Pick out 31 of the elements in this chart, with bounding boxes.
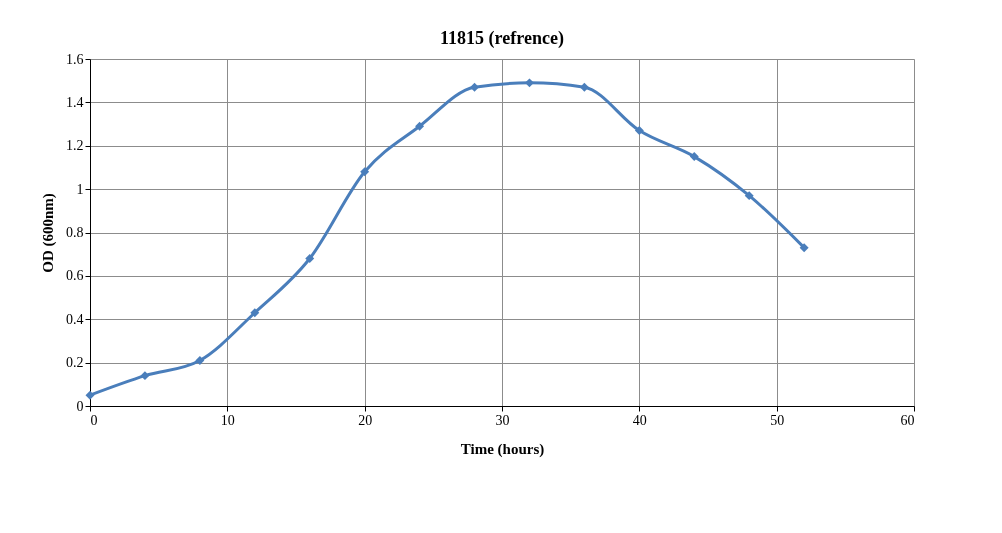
y-tick-label: 0 xyxy=(76,398,84,414)
x-tick-label: 30 xyxy=(495,412,510,428)
point xyxy=(799,243,809,253)
point xyxy=(634,126,644,136)
point xyxy=(305,254,315,263)
y-tick-label: 1 xyxy=(76,181,84,197)
y-tick-label: 1.6 xyxy=(66,51,84,67)
y-tick-label: 0.6 xyxy=(66,268,84,284)
point xyxy=(415,121,425,131)
point xyxy=(85,390,95,400)
y-tick-label: 0.2 xyxy=(66,355,84,371)
point xyxy=(195,355,205,365)
point xyxy=(689,152,699,162)
y-axis-title: OD (600nm) xyxy=(40,193,57,273)
x-tick-label: 20 xyxy=(358,412,373,428)
y-tick-label: 1.2 xyxy=(66,138,84,154)
x-axis-title: Time (hours) xyxy=(460,440,545,458)
point xyxy=(140,371,150,381)
x-tick-label: 50 xyxy=(770,412,785,428)
point xyxy=(250,308,260,318)
x-tick-label: 40 xyxy=(632,412,647,428)
x-tick-label: 0 xyxy=(90,412,98,428)
y-tick-label: 1.4 xyxy=(66,94,84,110)
x-tick-label: 10 xyxy=(220,412,235,428)
point xyxy=(579,82,589,92)
y-tick-label: 0.8 xyxy=(66,225,84,240)
point xyxy=(744,191,754,201)
y-tick-label: 0.4 xyxy=(66,311,84,327)
point xyxy=(360,167,370,177)
chart-title: 11815 (refrence) xyxy=(440,28,564,49)
x-tick-label: 60 xyxy=(900,412,915,428)
